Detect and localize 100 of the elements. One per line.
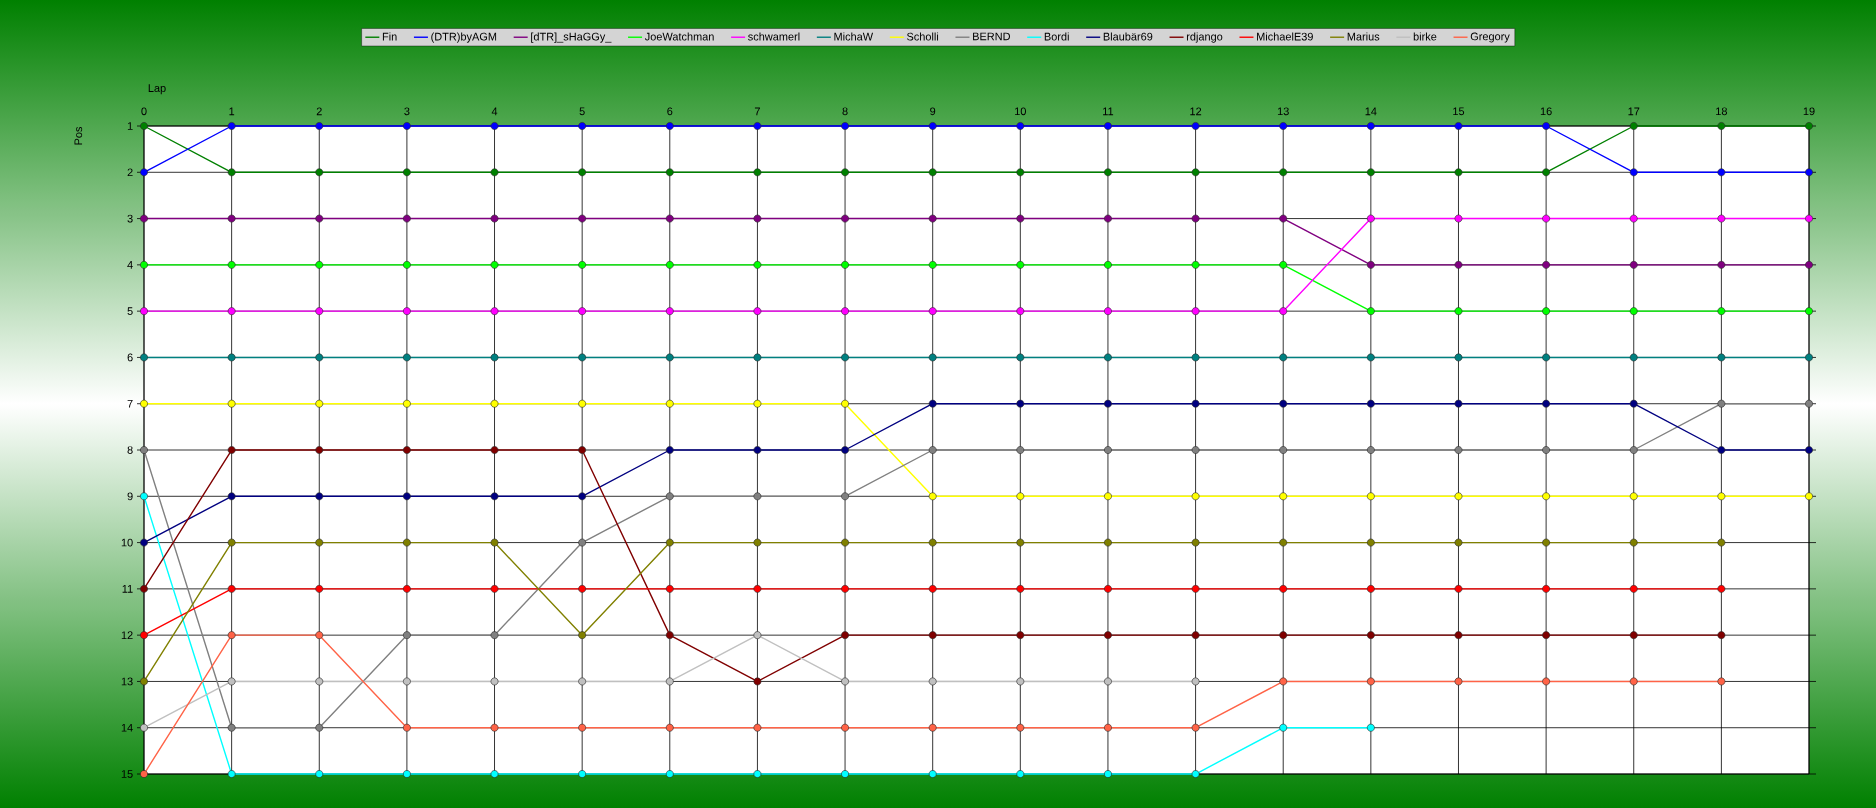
point bbox=[1104, 399, 1112, 408]
y-tick-label: 6 bbox=[127, 353, 133, 362]
point bbox=[1629, 399, 1638, 408]
point bbox=[1104, 538, 1112, 547]
point bbox=[665, 584, 674, 593]
point bbox=[227, 631, 236, 640]
point bbox=[841, 492, 849, 501]
point bbox=[1016, 168, 1025, 177]
point bbox=[928, 584, 937, 593]
point bbox=[578, 168, 587, 177]
point bbox=[1104, 677, 1112, 686]
point bbox=[403, 584, 411, 593]
legend-label: Bordi bbox=[1044, 32, 1069, 41]
x-tick-label: 4 bbox=[491, 107, 498, 116]
point bbox=[1016, 260, 1025, 269]
x-tick-label: 11 bbox=[1103, 107, 1114, 116]
point bbox=[753, 446, 762, 454]
point bbox=[1016, 770, 1025, 778]
point bbox=[753, 631, 762, 640]
point bbox=[403, 677, 411, 686]
point bbox=[1629, 353, 1638, 362]
point bbox=[841, 723, 849, 732]
x-tick-label: 0 bbox=[141, 107, 147, 116]
point bbox=[1366, 723, 1375, 732]
x-tick-label: 17 bbox=[1628, 107, 1640, 116]
point bbox=[227, 677, 236, 686]
point bbox=[753, 399, 762, 408]
x-tick-label: 13 bbox=[1277, 107, 1289, 116]
point bbox=[1279, 538, 1288, 547]
point bbox=[1191, 723, 1200, 732]
point bbox=[578, 723, 587, 732]
point bbox=[1542, 307, 1551, 316]
point bbox=[1629, 446, 1638, 454]
point bbox=[928, 723, 937, 732]
point bbox=[665, 677, 674, 686]
point bbox=[665, 631, 674, 640]
point bbox=[1454, 631, 1463, 640]
point bbox=[841, 770, 849, 778]
y-tick-label: 8 bbox=[127, 446, 133, 454]
point bbox=[227, 399, 236, 408]
point bbox=[1279, 307, 1288, 316]
point bbox=[1191, 214, 1200, 223]
point bbox=[1016, 677, 1025, 686]
point bbox=[841, 168, 849, 177]
point bbox=[1279, 399, 1288, 408]
point bbox=[1366, 399, 1375, 408]
point bbox=[315, 307, 324, 316]
point bbox=[1366, 214, 1375, 223]
point bbox=[1279, 168, 1288, 177]
point bbox=[753, 307, 762, 316]
point bbox=[1805, 492, 1813, 501]
point bbox=[1279, 446, 1288, 454]
point bbox=[578, 446, 587, 454]
point bbox=[1104, 214, 1112, 223]
point bbox=[1454, 122, 1463, 130]
point bbox=[841, 446, 849, 454]
point bbox=[403, 538, 411, 547]
y-tick-label: 11 bbox=[122, 585, 133, 593]
point bbox=[1366, 677, 1375, 686]
point bbox=[1279, 214, 1288, 223]
point bbox=[1016, 307, 1025, 316]
point bbox=[490, 584, 499, 593]
point bbox=[1717, 122, 1726, 130]
point bbox=[140, 770, 148, 778]
point bbox=[490, 122, 499, 130]
point bbox=[227, 584, 236, 593]
x-tick-label: 16 bbox=[1540, 107, 1552, 116]
point bbox=[753, 677, 762, 686]
x-tick-label: 10 bbox=[1015, 107, 1026, 116]
point bbox=[753, 214, 762, 223]
point bbox=[1629, 538, 1638, 547]
point bbox=[1279, 492, 1288, 501]
point bbox=[1016, 538, 1025, 547]
point bbox=[1016, 631, 1025, 640]
point bbox=[1104, 446, 1112, 454]
point bbox=[140, 399, 148, 408]
point bbox=[753, 584, 762, 593]
point bbox=[1805, 168, 1813, 177]
point bbox=[1454, 353, 1463, 362]
point bbox=[227, 260, 236, 269]
point bbox=[578, 770, 587, 778]
point bbox=[140, 677, 148, 686]
point bbox=[928, 307, 937, 316]
point bbox=[227, 723, 236, 732]
x-tick-label: 7 bbox=[754, 107, 760, 116]
point bbox=[1016, 446, 1025, 454]
point bbox=[1016, 492, 1025, 501]
point bbox=[928, 399, 937, 408]
point bbox=[1191, 122, 1200, 130]
point bbox=[403, 723, 411, 732]
point bbox=[665, 446, 674, 454]
legend-label: BERND bbox=[973, 32, 1010, 41]
point bbox=[1717, 538, 1726, 547]
point bbox=[1016, 353, 1025, 362]
point bbox=[403, 399, 411, 408]
point bbox=[315, 538, 324, 547]
point bbox=[1279, 677, 1288, 686]
y-tick-label: 13 bbox=[121, 677, 133, 686]
y-tick-label: 5 bbox=[127, 307, 133, 315]
point bbox=[753, 122, 762, 130]
